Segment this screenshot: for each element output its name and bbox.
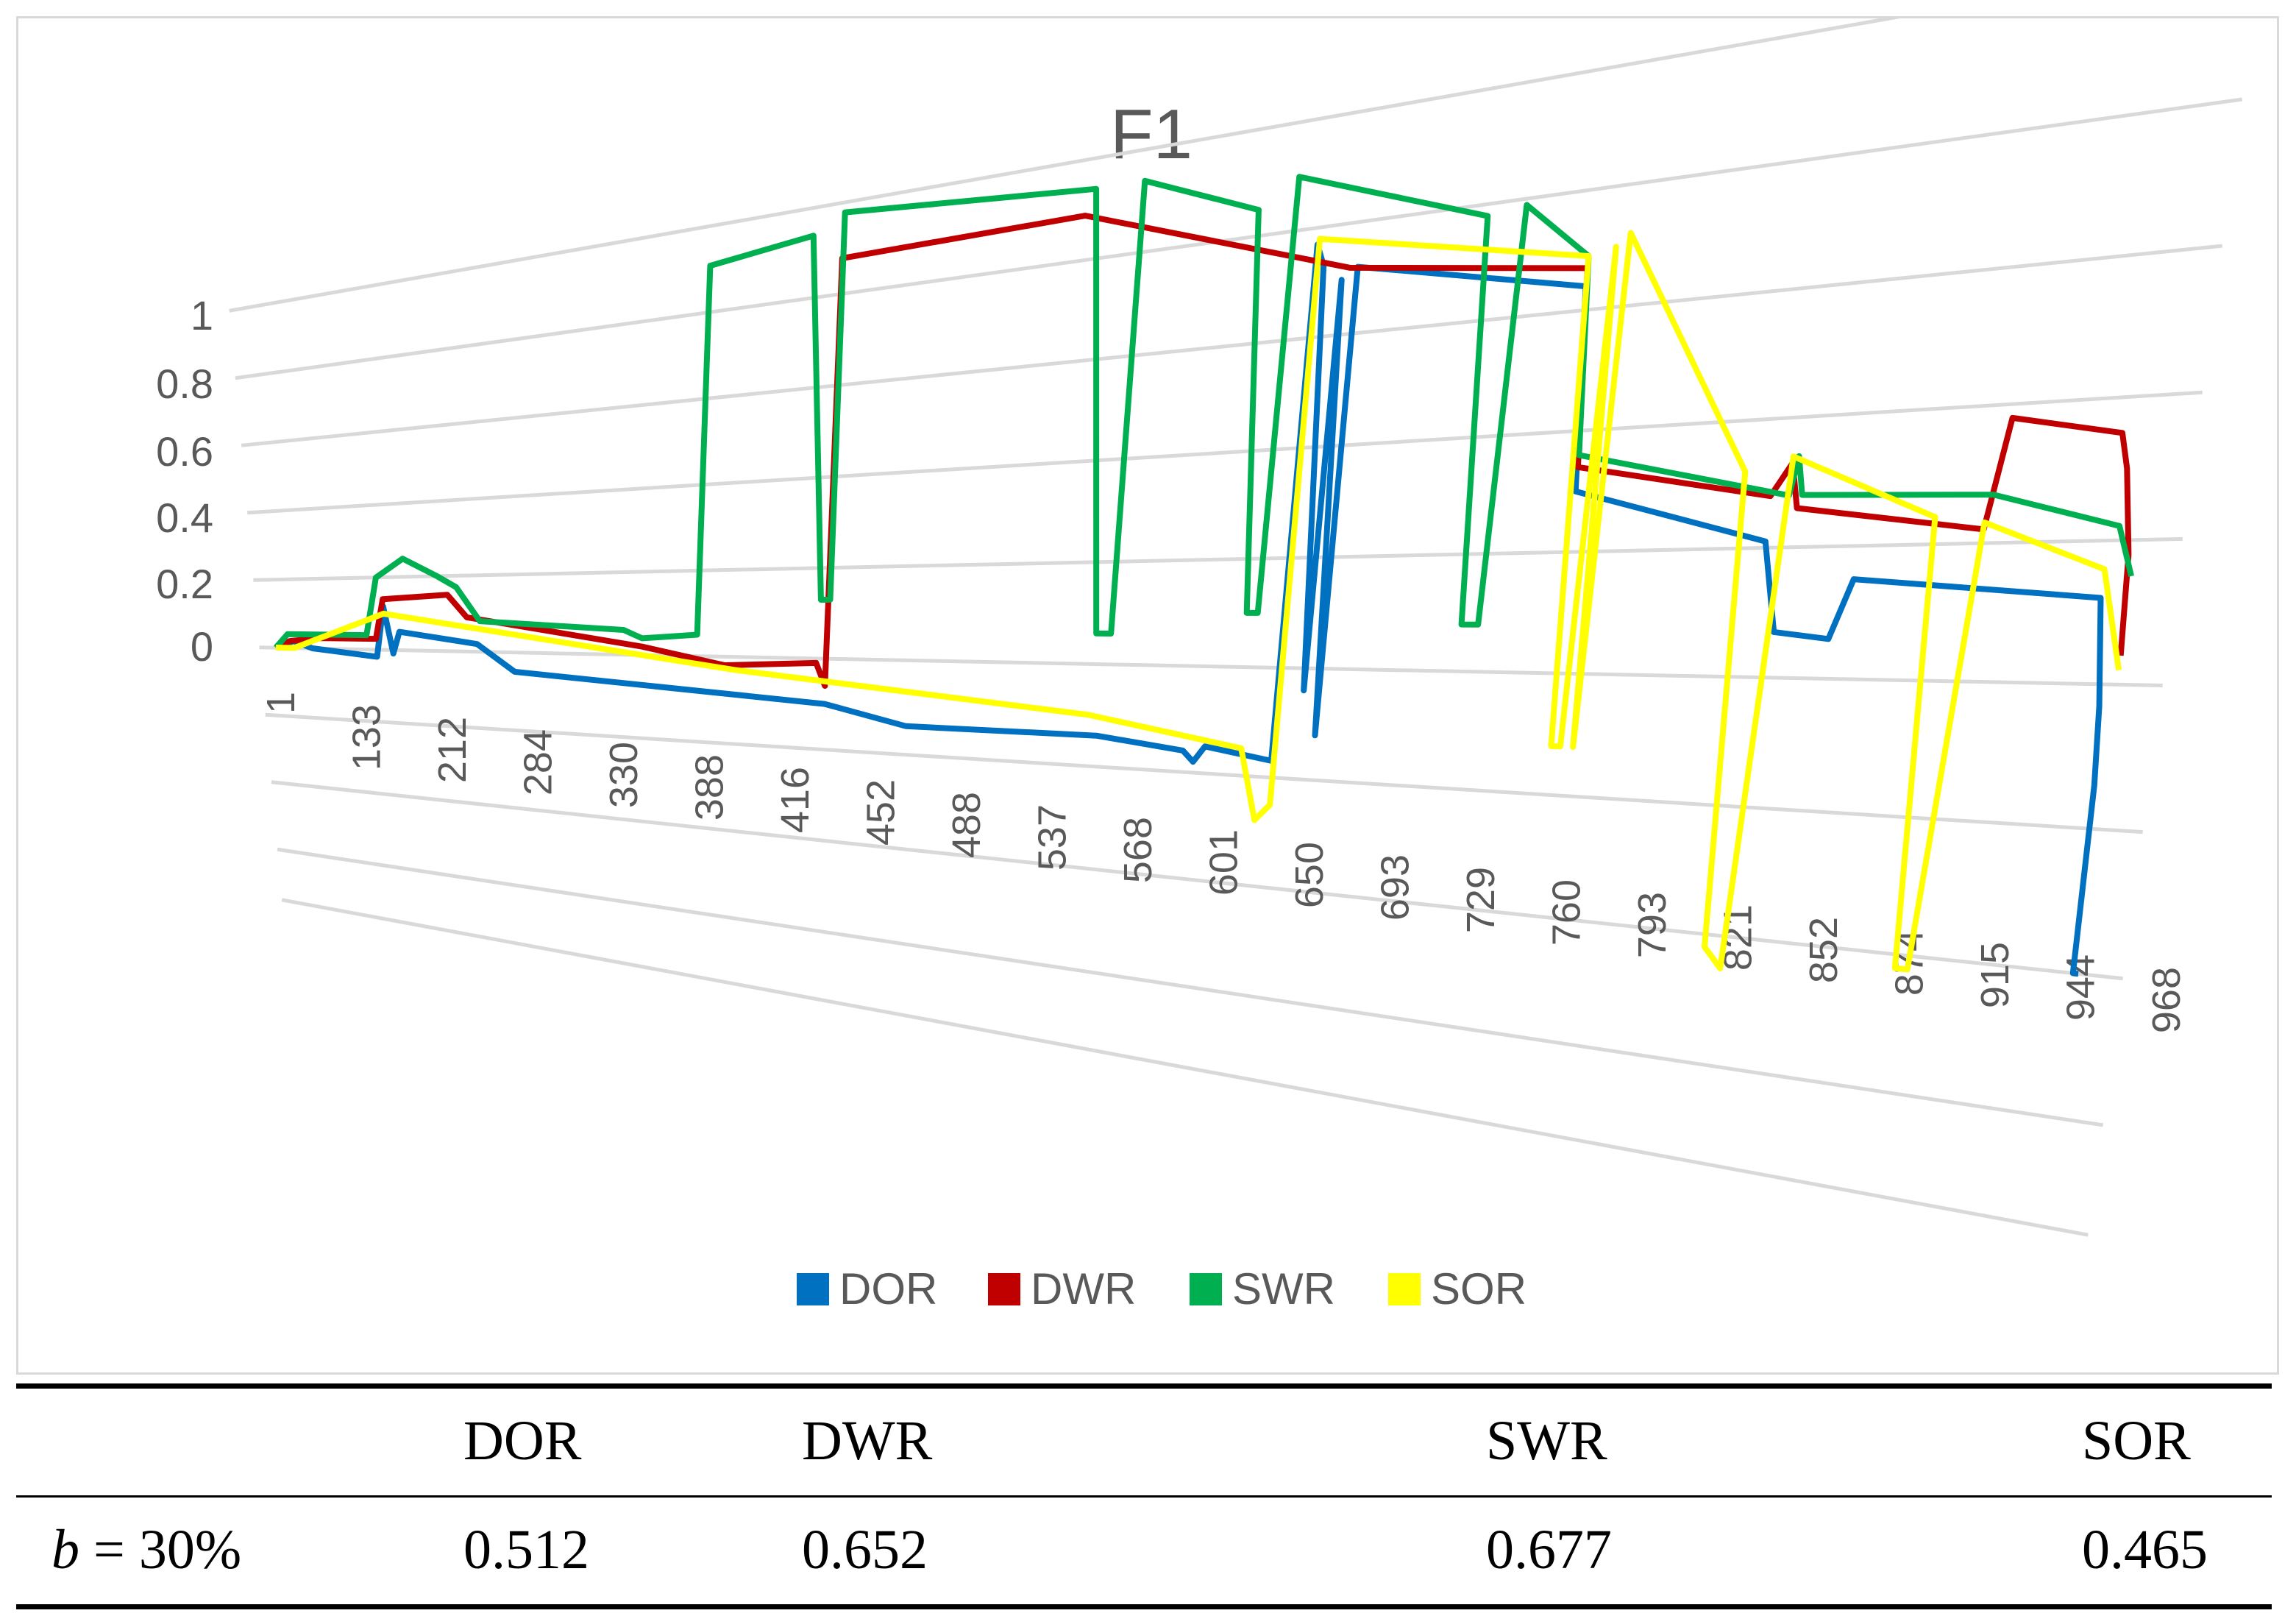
value-swr: 0.677 [1486,1519,1612,1581]
grid-line [241,244,2223,447]
legend: DOR DWR SWR SOR [797,1264,1526,1314]
x-tick-label: 330 [602,742,646,808]
x-tick-label: 388 [688,754,732,821]
y-axis-ticks: 0 0.2 0.4 0.6 0.8 1 [156,292,213,670]
x-tick-label: 488 [945,792,989,858]
header-dor: DOR [463,1410,582,1472]
x-tick-label: 968 [2144,967,2189,1033]
x-tick-label: 729 [1459,867,1503,933]
series-line-dwr [274,213,2132,689]
value-dor: 0.512 [463,1519,589,1581]
x-tick-label: 944 [2059,954,2103,1021]
grid-line [235,97,2243,380]
grid-line [265,712,2143,834]
y-tick-label: 0.6 [156,428,213,475]
x-tick-label: 852 [1802,917,1846,983]
legend-swatch-dwr [988,1273,1020,1305]
x-tick-label: 568 [1116,817,1160,883]
x-tick-label: 1 [259,692,303,714]
x-tick-label: 693 [1373,854,1418,921]
header-sor: SOR [2082,1410,2191,1472]
grid-line [271,780,2123,981]
series-line-sor [275,230,2122,973]
x-tick-label: 537 [1031,804,1075,871]
x-tick-label: 133 [345,704,389,770]
chart-title: F1 [1110,95,1193,174]
legend-label-dwr: DWR [1031,1264,1136,1314]
chart-frame: F1 0 0.2 0.4 0.6 0.8 1 1 133 212 284 330 388 416 452… [16,16,2279,1375]
value-sor: 0.465 [2082,1519,2208,1581]
series-lines [273,174,2134,977]
x-tick-label: 915 [1973,942,2017,1008]
x-tick-label: 284 [516,729,561,795]
y-tick-label: 0 [191,623,213,670]
x-tick-label: 650 [1287,842,1332,908]
legend-swatch-sor [1388,1273,1421,1305]
grid-lines [229,18,2243,1237]
legend-label-dor: DOR [839,1264,937,1314]
grid-line [259,645,2163,687]
table-row: b = 30% 0.512 0.652 0.677 0.465 [16,1497,2272,1607]
header-corner [16,1386,463,1497]
series-line-swr [273,174,2134,650]
y-tick-label: 0.2 [156,561,213,607]
x-tick-label: 212 [430,717,475,783]
header-dwr: DWR [802,1410,933,1472]
results-table: DOR DWR SWR SOR b = 30% 0.512 0.652 0.67… [16,1383,2272,1609]
header-swr: SWR [1486,1410,1607,1472]
grid-line [247,390,2203,515]
x-tick-label: 452 [859,779,903,846]
legend-swatch-dor [797,1273,829,1305]
row-label: b = 30% [16,1497,463,1607]
y-tick-label: 0.8 [156,361,213,407]
grid-line [281,898,2089,1237]
y-tick-label: 0.4 [156,495,213,541]
x-tick-label: 793 [1630,892,1674,958]
table-header-row: DOR DWR SWR SOR [16,1386,2272,1497]
row-label-rest: = 30% [79,1519,242,1581]
grid-line [277,847,2104,1127]
series-line-dor [274,241,2104,977]
x-axis-ticks: 1 133 212 284 330 388 416 452 488 537 568 601 650 693… [259,692,2189,1033]
grid-line [229,18,1901,313]
x-tick-label: 760 [1545,879,1589,946]
value-dwr: 0.652 [802,1519,928,1581]
f1-chart: F1 0 0.2 0.4 0.6 0.8 1 1 133 212 284 330 388 416 452… [156,18,2243,1314]
grid-line [253,536,2183,582]
legend-label-swr: SWR [1232,1264,1335,1314]
x-tick-label: 416 [773,767,817,833]
legend-label-sor: SOR [1431,1264,1526,1314]
x-tick-label: 601 [1202,829,1246,896]
row-label-var: b [51,1519,79,1581]
y-tick-label: 1 [191,292,213,339]
legend-swatch-swr [1190,1273,1222,1305]
